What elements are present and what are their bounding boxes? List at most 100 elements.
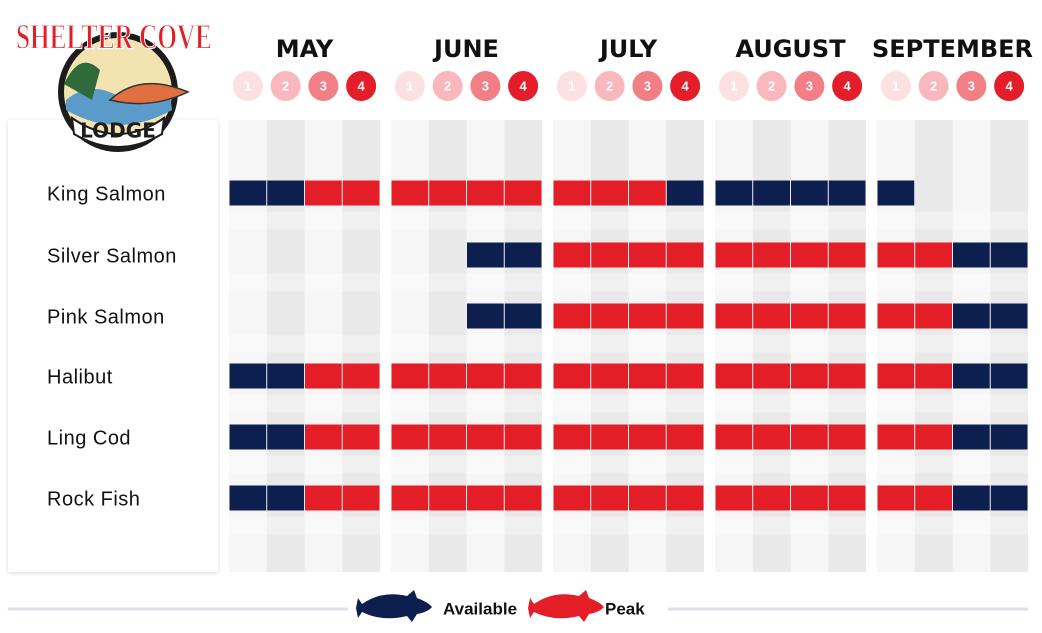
legend-fish xyxy=(528,590,604,622)
month-label: MAY xyxy=(276,35,334,63)
season-cell xyxy=(391,424,429,450)
season-cell xyxy=(791,303,828,329)
season-cell xyxy=(715,424,753,450)
week-badge xyxy=(994,71,1025,101)
season-cell xyxy=(504,424,542,450)
season-cell xyxy=(429,180,466,206)
row-stripe xyxy=(229,334,1028,353)
season-cell xyxy=(990,424,1028,450)
season-cell xyxy=(666,485,704,511)
season-cell xyxy=(391,363,429,389)
season-cell xyxy=(828,180,866,206)
label-panel xyxy=(8,120,218,572)
season-cell xyxy=(791,180,828,206)
season-cell xyxy=(553,180,591,206)
season-cell xyxy=(429,424,466,450)
week-badge xyxy=(270,71,301,101)
season-cell xyxy=(915,424,952,450)
season-cell xyxy=(666,363,704,389)
week-badge xyxy=(232,71,263,101)
season-cell xyxy=(504,303,542,329)
week-badge xyxy=(308,71,339,101)
season-cell xyxy=(915,303,952,329)
season-cell xyxy=(828,424,866,450)
month-label: JULY xyxy=(598,35,658,63)
season-cell xyxy=(229,363,267,389)
week-number: 4 xyxy=(520,78,528,93)
week-number: 2 xyxy=(282,78,289,93)
week-number: 1 xyxy=(730,78,737,93)
legend: Available Peak xyxy=(356,590,645,622)
season-cell xyxy=(429,363,466,389)
season-cell xyxy=(828,303,866,329)
season-cell xyxy=(666,180,704,206)
week-badge xyxy=(670,71,701,101)
week-number: 3 xyxy=(644,78,651,93)
season-cell xyxy=(229,180,267,206)
week-number: 4 xyxy=(358,78,366,93)
season-cell xyxy=(391,485,429,511)
species-label: Ling Cod xyxy=(47,427,131,449)
season-cell xyxy=(591,424,628,450)
season-cell xyxy=(342,485,380,511)
season-cell xyxy=(591,485,628,511)
season-cell xyxy=(877,303,915,329)
season-cell xyxy=(305,363,342,389)
season-cell xyxy=(666,303,704,329)
week-badge xyxy=(794,71,825,101)
week-badge xyxy=(394,71,425,101)
season-cell xyxy=(467,242,504,268)
row-stripe xyxy=(229,394,1028,413)
species-label: King Salmon xyxy=(47,183,166,205)
season-cell xyxy=(229,485,267,511)
season-cell xyxy=(791,363,828,389)
season-cell xyxy=(877,485,915,511)
season-cell xyxy=(877,180,915,206)
season-cell xyxy=(629,363,666,389)
week-number: 3 xyxy=(968,78,975,93)
week-number: 2 xyxy=(606,78,613,93)
week-badge xyxy=(756,71,787,101)
season-cell xyxy=(877,424,915,450)
legend-label: Available xyxy=(443,599,517,618)
week-badge xyxy=(632,71,663,101)
season-cell xyxy=(915,242,952,268)
season-cell xyxy=(591,180,628,206)
season-cell xyxy=(629,424,666,450)
season-cell xyxy=(791,424,828,450)
week-number: 1 xyxy=(406,78,413,93)
month-label: SEPTEMBER xyxy=(872,35,1033,63)
season-cell xyxy=(990,485,1028,511)
season-cell xyxy=(305,180,342,206)
season-cell xyxy=(791,485,828,511)
season-cell xyxy=(342,180,380,206)
season-cell xyxy=(229,424,267,450)
season-cell xyxy=(753,242,790,268)
season-cell xyxy=(828,363,866,389)
season-cell xyxy=(666,242,704,268)
row-stripe xyxy=(229,273,1028,292)
season-cell xyxy=(267,363,304,389)
week-number: 4 xyxy=(1006,78,1014,93)
season-cell xyxy=(715,363,753,389)
season-cell xyxy=(990,363,1028,389)
season-cell xyxy=(715,180,753,206)
season-cell xyxy=(553,242,591,268)
week-number: 1 xyxy=(244,78,251,93)
week-badge xyxy=(718,71,749,101)
season-cell xyxy=(504,180,542,206)
season-cell xyxy=(553,303,591,329)
season-cell xyxy=(753,363,790,389)
season-cell xyxy=(915,485,952,511)
season-cell xyxy=(553,363,591,389)
week-badge xyxy=(556,71,587,101)
week-badge xyxy=(594,71,625,101)
season-cell xyxy=(553,424,591,450)
season-cell xyxy=(267,424,304,450)
season-cell xyxy=(591,363,628,389)
season-cell xyxy=(342,363,380,389)
week-number: 1 xyxy=(568,78,575,93)
season-cell xyxy=(990,303,1028,329)
season-cell xyxy=(791,242,828,268)
